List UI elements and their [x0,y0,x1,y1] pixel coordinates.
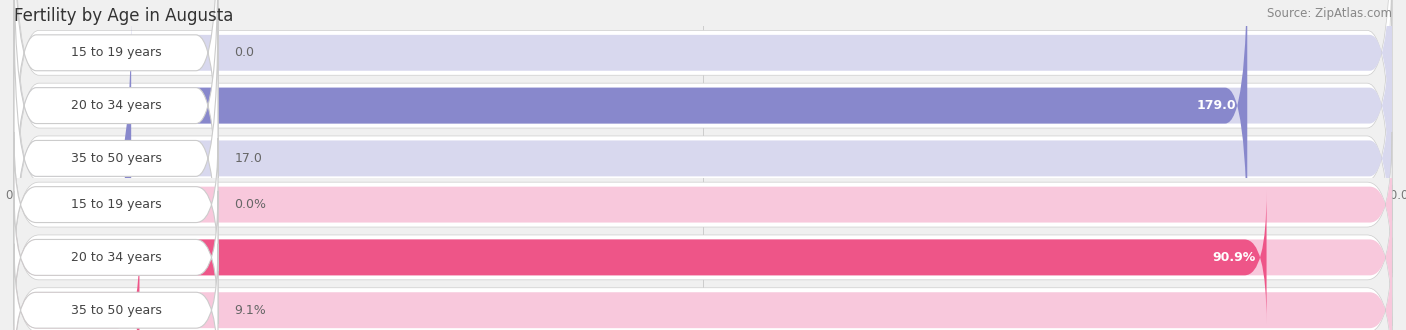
FancyBboxPatch shape [14,138,218,271]
FancyBboxPatch shape [14,0,1392,326]
FancyBboxPatch shape [14,7,1392,310]
Text: 20 to 34 years: 20 to 34 years [70,99,162,112]
FancyBboxPatch shape [14,191,1267,324]
Text: 20 to 34 years: 20 to 34 years [70,251,162,264]
FancyBboxPatch shape [14,7,218,310]
Text: 9.1%: 9.1% [235,304,266,317]
Text: 15 to 19 years: 15 to 19 years [70,198,162,211]
FancyBboxPatch shape [14,0,1392,204]
Text: 0.0: 0.0 [235,46,254,59]
FancyBboxPatch shape [14,7,131,310]
FancyBboxPatch shape [14,0,1392,220]
FancyBboxPatch shape [14,244,218,330]
FancyBboxPatch shape [14,0,1392,257]
FancyBboxPatch shape [14,138,1392,271]
FancyBboxPatch shape [14,0,218,204]
Text: 17.0: 17.0 [235,152,263,165]
FancyBboxPatch shape [14,132,1392,277]
Text: 90.9%: 90.9% [1212,251,1256,264]
FancyBboxPatch shape [14,185,1392,330]
Text: 35 to 50 years: 35 to 50 years [70,304,162,317]
FancyBboxPatch shape [14,0,218,257]
FancyBboxPatch shape [14,0,1247,257]
FancyBboxPatch shape [14,191,1392,324]
Text: 179.0: 179.0 [1197,99,1236,112]
Text: 35 to 50 years: 35 to 50 years [70,152,162,165]
Text: Source: ZipAtlas.com: Source: ZipAtlas.com [1267,7,1392,19]
FancyBboxPatch shape [14,0,1392,273]
Text: Fertility by Age in Augusta: Fertility by Age in Augusta [14,7,233,25]
FancyBboxPatch shape [14,244,139,330]
FancyBboxPatch shape [14,238,1392,330]
Text: 15 to 19 years: 15 to 19 years [70,46,162,59]
Text: 0.0%: 0.0% [235,198,267,211]
FancyBboxPatch shape [14,244,1392,330]
FancyBboxPatch shape [14,191,218,324]
